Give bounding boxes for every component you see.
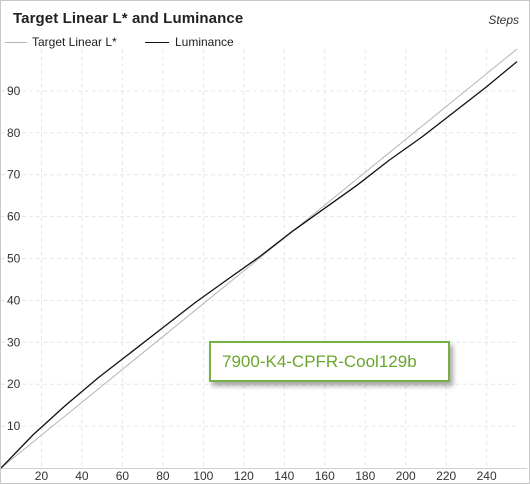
steps-label: Steps: [488, 13, 519, 27]
x-tick-label: 20: [35, 469, 49, 483]
x-tick-label: 80: [156, 469, 170, 483]
y-tick-label: 10: [7, 419, 21, 433]
x-tick-label: 180: [355, 469, 375, 483]
series-line-target-linear-l: [1, 48, 518, 469]
x-tick-label: 240: [477, 469, 497, 483]
x-tick-label: 40: [75, 469, 89, 483]
y-tick-label: 30: [7, 335, 21, 349]
legend-label-luminance: Luminance: [175, 35, 234, 49]
y-tick-label: 60: [7, 210, 21, 224]
legend-label-target: Target Linear L*: [32, 35, 117, 49]
x-tick-label: 160: [315, 469, 335, 483]
y-tick-label: 90: [7, 84, 21, 98]
profile-annotation-text: 7900-K4-CPFR-Cool129b: [222, 352, 417, 371]
x-tick-label: 200: [396, 469, 416, 483]
x-tick-label: 140: [274, 469, 294, 483]
x-tick-label: 120: [234, 469, 254, 483]
y-tick-label: 50: [7, 252, 21, 266]
y-tick-label: 70: [7, 168, 21, 182]
x-tick-label: 60: [116, 469, 130, 483]
y-tick-label: 80: [7, 126, 21, 140]
x-tick-label: 100: [193, 469, 213, 483]
x-tick-label: 220: [436, 469, 456, 483]
y-tick-label: 40: [7, 293, 21, 307]
legend-swatch-luminance: [145, 42, 169, 43]
profile-annotation-box: 7900-K4-CPFR-Cool129b: [209, 341, 450, 382]
series-line-luminance: [1, 61, 518, 469]
legend-swatch-target: [5, 42, 27, 43]
chart-title: Target Linear L* and Luminance: [13, 10, 244, 27]
y-tick-label: 20: [7, 377, 21, 391]
